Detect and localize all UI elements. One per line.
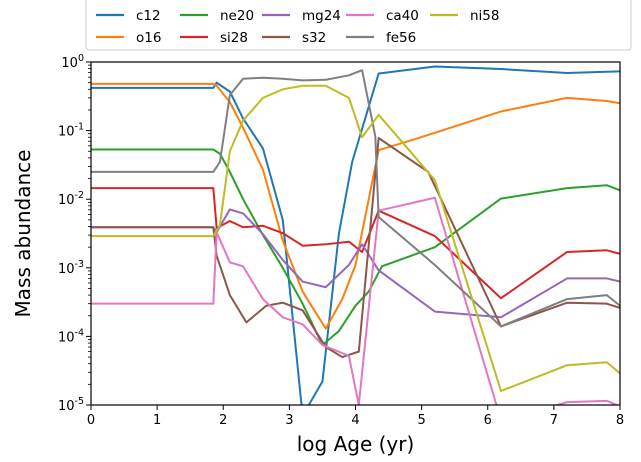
legend-label-mg24: mg24 [302, 8, 341, 24]
x-tick-label: 0 [87, 413, 95, 428]
legend-label-ca40: ca40 [386, 8, 419, 24]
legend: c12 o16 ne20 si28 mg24 s32 ca40 fe56 ni58 [86, 0, 631, 50]
legend-label-o16: o16 [136, 30, 161, 46]
legend-label-c12: c12 [136, 8, 161, 24]
legend-label-si28: si28 [220, 30, 248, 46]
legend-label-ne20: ne20 [220, 8, 254, 24]
y-axis-title: Mass abundance [11, 150, 35, 318]
x-tick-label: 6 [484, 413, 492, 428]
x-tick-label: 5 [417, 413, 425, 428]
x-tick-label: 8 [616, 413, 624, 428]
x-axis-title: log Age (yr) [297, 432, 415, 456]
legend-label-s32: s32 [302, 30, 326, 46]
legend-box [86, 0, 631, 50]
legend-label-fe56: fe56 [386, 30, 416, 46]
x-tick-label: 3 [285, 413, 293, 428]
x-tick-label: 4 [351, 413, 359, 428]
legend-label-ni58: ni58 [470, 8, 500, 24]
x-tick-label: 1 [153, 413, 161, 428]
x-tick-label: 2 [219, 413, 227, 428]
x-tick-label: 7 [550, 413, 558, 428]
